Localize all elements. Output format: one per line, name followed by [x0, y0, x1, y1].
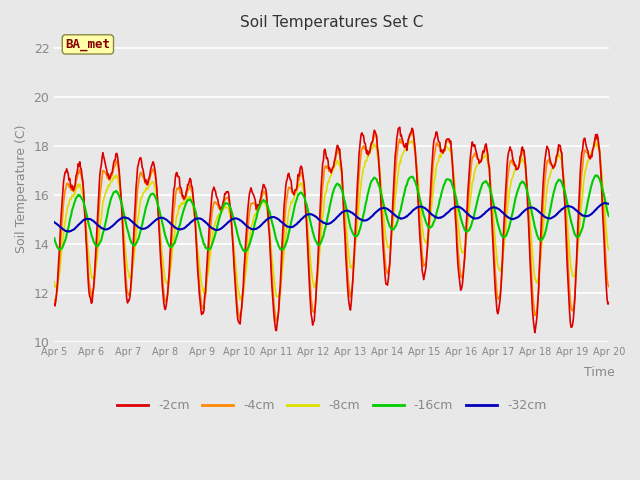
- X-axis label: Time: Time: [584, 366, 614, 379]
- Legend: -2cm, -4cm, -8cm, -16cm, -32cm: -2cm, -4cm, -8cm, -16cm, -32cm: [112, 394, 552, 417]
- Y-axis label: Soil Temperature (C): Soil Temperature (C): [15, 124, 28, 253]
- Text: BA_met: BA_met: [65, 38, 110, 51]
- Title: Soil Temperatures Set C: Soil Temperatures Set C: [240, 15, 423, 30]
